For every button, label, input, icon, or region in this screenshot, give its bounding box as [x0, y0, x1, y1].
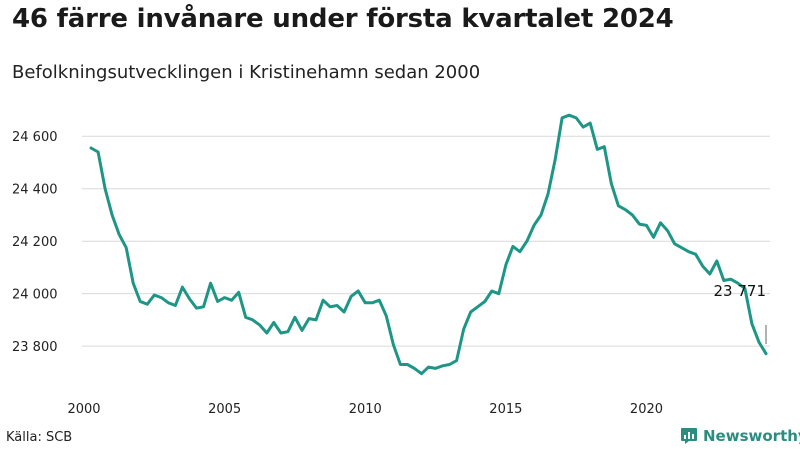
y-tick-label: 24 200 [12, 235, 58, 250]
x-tick-label: 2000 [67, 402, 100, 417]
bar-chart-icon [681, 428, 697, 444]
chart-title: 46 färre invånare under första kvartalet… [12, 4, 674, 34]
x-tick-label: 2005 [208, 402, 241, 417]
chart-subtitle: Befolkningsutvecklingen i Kristinehamn s… [12, 62, 481, 83]
series-line [89, 113, 768, 376]
x-tick-label: 2015 [489, 402, 522, 417]
newsworthy-logo: Newsworthy [680, 427, 800, 445]
brand-name: Newsworthy [703, 427, 800, 445]
x-tick-label: 2020 [630, 402, 663, 417]
source-note: Källa: SCB [6, 430, 73, 445]
y-tick-label: 24 000 [12, 288, 58, 303]
x-tick-label: 2010 [349, 402, 382, 417]
annotation-label: 23 771 [714, 282, 767, 300]
y-tick-label: 23 800 [12, 340, 58, 355]
y-tick-label: 24 600 [12, 130, 58, 145]
y-tick-label: 24 400 [12, 183, 58, 198]
